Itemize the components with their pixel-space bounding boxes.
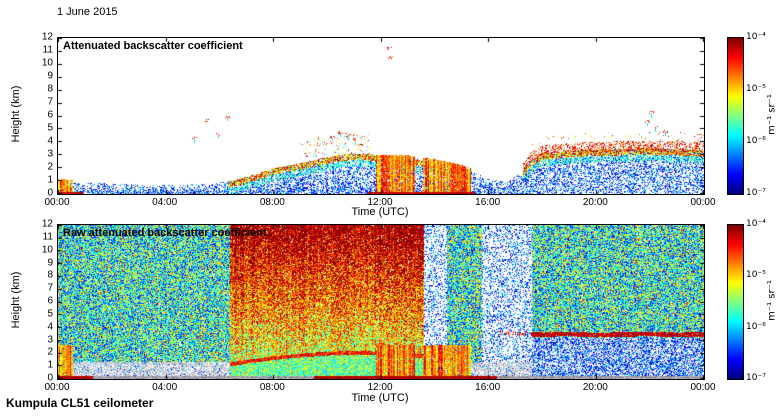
y-tick-label: 8 (47, 269, 53, 281)
x-tick-label: 08:00 (259, 382, 285, 393)
y-tick-label: 11 (42, 44, 53, 56)
colorbar-unit-label-bottom: m⁻¹ sr⁻¹ (766, 280, 778, 321)
y-tick-label: 2 (47, 346, 53, 358)
x-axis-label-top: Time (UTC) (351, 206, 409, 218)
y-tick-label: 9 (47, 70, 53, 82)
colorbar-tick-label: 10⁻⁴ (746, 219, 766, 229)
y-tick-label: 10 (41, 244, 53, 256)
y-tick-label: 9 (47, 257, 53, 268)
y-tick-label: 6 (47, 109, 53, 121)
y-tick-label: 0 (47, 372, 53, 384)
top-panel-title: Attenuated backscatter coefficient (63, 40, 243, 52)
colorbar-tick-label: 10⁻⁶ (746, 321, 766, 332)
y-tick-label: 6 (47, 295, 53, 307)
y-tick-label: 4 (47, 135, 53, 147)
y-tick-label: 5 (47, 308, 53, 320)
y-tick-label: 10 (41, 57, 53, 69)
colorbar-tick-label: 10⁻⁵ (746, 84, 766, 94)
x-tick-label: 00:00 (690, 382, 716, 393)
y-tick-label: 0 (47, 187, 53, 199)
y-tick-label: 3 (47, 148, 53, 160)
date-label: 1 June 2015 (57, 6, 118, 18)
x-tick-label: 04:00 (152, 197, 178, 208)
x-tick-label: 08:00 (259, 197, 285, 208)
y-tick-label: 3 (47, 334, 53, 345)
y-tick-label: 12 (41, 218, 53, 230)
y-tick-label: 1 (47, 174, 53, 186)
colorbar-unit-label-top: m⁻¹ sr⁻¹ (766, 94, 778, 135)
top-panel-heatmap-canvas (58, 38, 704, 194)
x-tick-label: 12:00 (367, 197, 393, 208)
y-tick-label: 7 (47, 96, 53, 108)
colorbar-tick-label: 10⁻⁴ (746, 32, 766, 42)
x-tick-label: 00:00 (690, 197, 716, 208)
top-panel-plot: Attenuated backscatter coefficient (57, 37, 705, 195)
x-tick-label: 20:00 (582, 382, 608, 393)
bottom-panel-heatmap-canvas (58, 225, 704, 379)
colorbar-tick-label: 10⁻⁶ (746, 136, 766, 146)
x-tick-label: 00:00 (44, 197, 70, 208)
y-tick-label: 2 (47, 161, 53, 173)
y-tick-label: 1 (47, 359, 53, 371)
y-tick-label: 4 (47, 321, 53, 333)
y-tick-label: 8 (47, 83, 53, 95)
instrument-label: Kumpula CL51 ceilometer (6, 396, 154, 410)
x-tick-label: 20:00 (582, 197, 608, 208)
y-tick-label: 12 (41, 31, 53, 43)
colorbar-tick-label: 10⁻⁷ (746, 373, 766, 383)
colorbar-tick-label: 10⁻⁷ (746, 188, 766, 198)
colorbar-bottom (727, 224, 744, 380)
bottom-panel-title: Raw attenuated backscatter coefficient (63, 227, 267, 239)
x-tick-label: 04:00 (152, 382, 178, 393)
y-tick-label: 5 (47, 122, 53, 134)
y-axis-label-bottom: Height (km) (10, 271, 22, 329)
y-tick-label: 11 (42, 231, 53, 243)
y-tick-label: 7 (47, 282, 53, 294)
x-tick-label: 00:00 (44, 382, 70, 393)
x-tick-label: 16:00 (475, 197, 501, 208)
x-axis-label-bottom: Time (UTC) (351, 392, 409, 404)
x-tick-label: 16:00 (475, 382, 501, 393)
y-axis-label-top: Height (km) (10, 85, 22, 143)
bottom-panel-plot: Raw attenuated backscatter coefficient (57, 224, 705, 380)
colorbar-tick-label: 10⁻⁵ (746, 270, 766, 281)
x-tick-label: 12:00 (367, 382, 393, 393)
colorbar-top (727, 37, 744, 195)
